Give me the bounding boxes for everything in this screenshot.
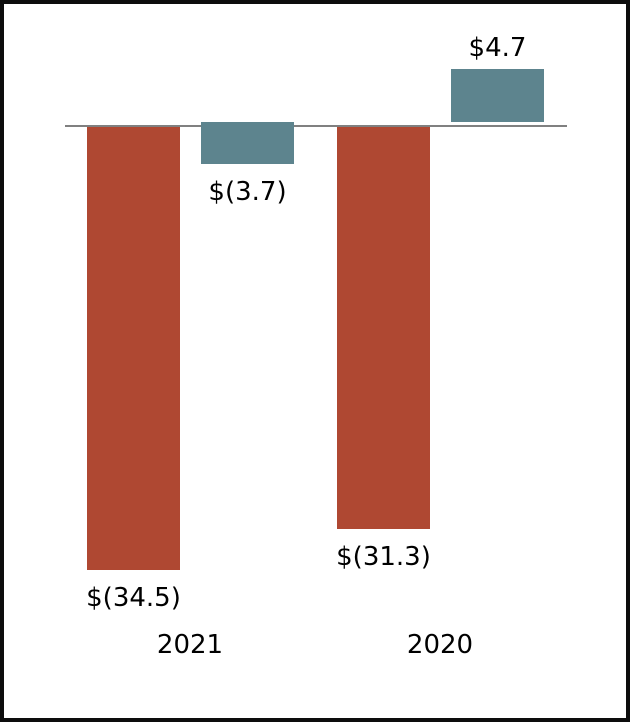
bar-red-series-2020: [337, 127, 430, 529]
x-axis-line: [65, 125, 567, 127]
bar-teal-series-2021: [201, 122, 294, 164]
bar-teal-series-2020: [451, 69, 544, 122]
data-label-red-series-2020: $(31.3): [336, 542, 431, 572]
data-label-red-series-2021: $(34.5): [86, 583, 181, 613]
data-label-teal-series-2021: $(3.7): [208, 177, 287, 207]
plot-area: $(34.5) $(31.3) $(3.7) $4.7 2021 2020: [4, 4, 626, 718]
x-tick-label-2021: 2021: [156, 630, 224, 660]
data-label-teal-series-2020: $4.7: [468, 33, 527, 63]
x-tick-label-2020: 2020: [406, 630, 474, 660]
bar-red-series-2021: [87, 127, 180, 570]
